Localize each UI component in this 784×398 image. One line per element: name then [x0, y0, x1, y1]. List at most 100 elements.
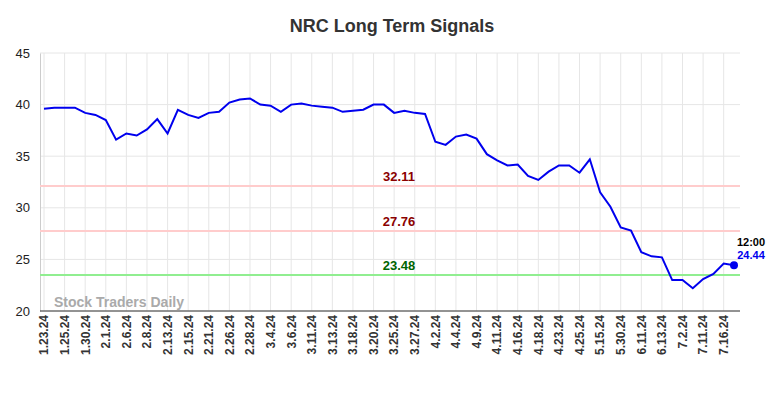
- tick: 3.25.24: [387, 311, 401, 355]
- tick-label: 2.15.24: [182, 315, 196, 355]
- grid-line: [40, 207, 740, 208]
- grid-line: [40, 156, 740, 157]
- tick-label: 40: [16, 97, 30, 112]
- axis-line: [40, 311, 740, 312]
- tick-label: 1.30.24: [79, 315, 93, 355]
- watermark: Stock Traders Daily: [54, 294, 184, 310]
- grid-line: [291, 53, 292, 311]
- tick: 1.25.24: [58, 311, 72, 355]
- grid: [40, 53, 740, 311]
- tick: 25: [16, 252, 40, 267]
- tick: 4.25.24: [573, 311, 587, 355]
- tick: 4.23.24: [552, 311, 566, 355]
- tick: 7.11.24: [696, 311, 710, 354]
- grid-line: [497, 53, 498, 311]
- grid-line: [352, 53, 353, 311]
- tick: 3.27.24: [408, 311, 422, 355]
- grid-line: [435, 53, 436, 311]
- tick: 4.9.24: [470, 311, 484, 348]
- tick: 7.16.24: [717, 311, 731, 355]
- grid-line: [682, 53, 683, 311]
- tick: 2.6.24: [120, 311, 134, 348]
- grid-line: [476, 53, 477, 311]
- tick: 5.30.24: [614, 311, 628, 355]
- tick-label: 2.21.24: [202, 315, 216, 355]
- tick: 3.18.24: [346, 311, 360, 355]
- tick-label: 20: [16, 304, 30, 319]
- tick-label: 30: [16, 200, 30, 215]
- tick-label: 1.23.24: [37, 315, 51, 355]
- grid-line: [64, 53, 65, 311]
- tick: 2.28.24: [243, 311, 257, 355]
- grid-line: [703, 53, 704, 311]
- tick-label: 3.20.24: [367, 315, 381, 355]
- grid-line: [332, 53, 333, 311]
- tick-label: 5.30.24: [614, 315, 628, 355]
- tick-label: 5.15.24: [593, 315, 607, 355]
- grid-line: [558, 53, 559, 311]
- tick: 2.21.24: [202, 311, 216, 355]
- tick-label: 4.2.24: [429, 315, 443, 349]
- tick: 4.4.24: [449, 311, 463, 348]
- tick: 7.2.24: [676, 311, 690, 348]
- tick-label: 4.16.24: [511, 315, 525, 355]
- grid-line: [85, 53, 86, 311]
- title: NRC Long Term Signals: [290, 16, 495, 36]
- grid-line: [40, 311, 740, 312]
- tick-label: 7.2.24: [676, 315, 690, 349]
- tick: 30: [16, 200, 40, 215]
- tick-label: 4.9.24: [470, 315, 484, 349]
- tick-label: 2.28.24: [243, 315, 257, 355]
- grid-line: [188, 53, 189, 311]
- grid-line: [579, 53, 580, 311]
- tick-label: 7.16.24: [717, 315, 731, 355]
- grid-line: [229, 53, 230, 311]
- tick: 4.16.24: [511, 311, 525, 355]
- grid-line: [105, 53, 106, 311]
- tick-label: 4.23.24: [552, 315, 566, 355]
- tick-label: 2.6.24: [120, 315, 134, 349]
- grid-line: [208, 53, 209, 311]
- tick-label: 4.4.24: [449, 315, 463, 349]
- tick: 20: [16, 304, 40, 319]
- x-axis: 1.23.24 1.25.24 1.30.24 2.1.24 2.6.24 2.8.24 2…: [37, 311, 740, 355]
- tick: 6.13.24: [655, 311, 669, 355]
- tick: 2.26.24: [223, 311, 237, 355]
- tick-label: 3.13.24: [326, 315, 340, 355]
- y-axis: 20 25 30 35 40 45: [16, 46, 41, 319]
- reference-line: [40, 230, 740, 232]
- tick: 4.2.24: [429, 311, 443, 348]
- tick: 3.13.24: [326, 311, 340, 355]
- tick: 3.20.24: [367, 311, 381, 355]
- tick: 5.15.24: [593, 311, 607, 355]
- tick-label: 2.26.24: [223, 315, 237, 355]
- tick: 3.6.24: [285, 311, 299, 348]
- tick: 1.30.24: [79, 311, 93, 355]
- tick-label: 4.11.24: [490, 315, 504, 355]
- tick-label: 2.13.24: [161, 315, 175, 355]
- tick: 2.1.24: [99, 311, 113, 348]
- grid-line: [167, 53, 168, 311]
- grid-line: [661, 53, 662, 311]
- grid-line: [538, 53, 539, 311]
- tick: 35: [16, 149, 40, 164]
- tick-label: 3.11.24: [305, 315, 319, 355]
- tick-label: 4.25.24: [573, 315, 587, 355]
- tick-label: 3.6.24: [285, 315, 299, 349]
- reference-line: [40, 274, 740, 276]
- grid-line: [600, 53, 601, 311]
- grid-line: [126, 53, 127, 311]
- tick-label: 2.8.24: [140, 315, 154, 349]
- grid-line: [641, 53, 642, 311]
- tick: 3.11.24: [305, 311, 319, 354]
- reference-label: 23.48: [383, 258, 416, 273]
- tick-label: 4.18.24: [532, 315, 546, 355]
- tick: 6.11.24: [635, 311, 649, 354]
- grid-line: [455, 53, 456, 311]
- tick-label: 6.11.24: [635, 315, 649, 355]
- reference-label: 32.11: [383, 169, 415, 184]
- tick: 2.15.24: [182, 311, 196, 355]
- grid-line: [249, 53, 250, 311]
- tick: 1.23.24: [37, 311, 51, 355]
- tick-label: 45: [16, 46, 30, 61]
